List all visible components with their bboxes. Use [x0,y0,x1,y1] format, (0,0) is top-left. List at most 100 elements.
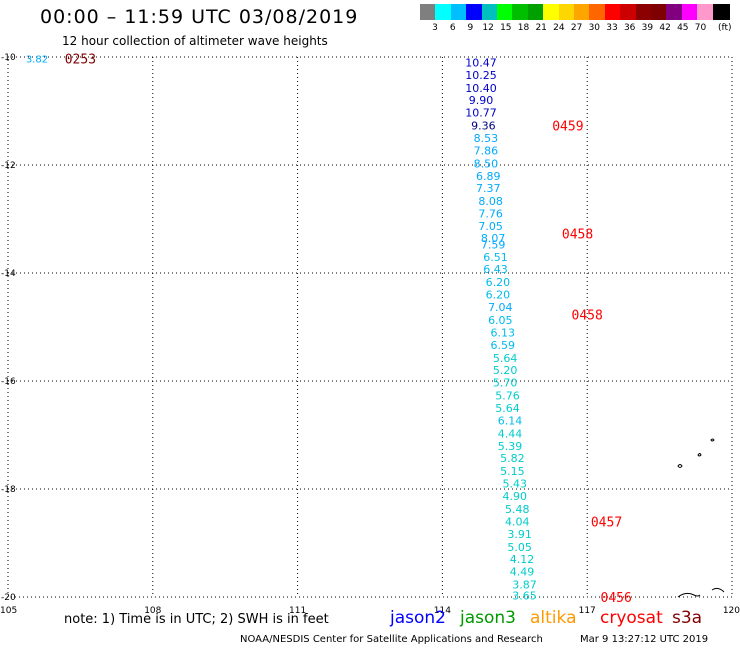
wave-height-value: 4.44 [498,427,523,440]
map-title: 00:00 – 11:59 UTC 03/08/2019 [40,6,359,28]
legend-swatch [666,4,684,20]
footer-note: note: 1) Time is in UTC; 2) SWH is in fe… [64,612,329,627]
wave-height-value: 8.53 [474,132,499,145]
legend-label: 12 [482,23,494,33]
lon-tick-label: 111 [289,606,306,616]
legend-label: 18 [517,23,530,33]
lon-tick-label: 105 [0,606,17,616]
credit-text: NOAA/NESDIS Center for Satellite Applica… [240,634,543,645]
wave-height-value: 7.59 [481,238,506,251]
map-grid [7,56,733,598]
coastline [677,438,725,598]
wave-height-value: 6.05 [488,314,513,327]
wave-height-value: 7.86 [474,144,499,157]
wave-height-value: 5.70 [493,377,518,390]
time-labels: 0253 0459 0458 0458 0457 0456 [65,53,632,606]
wave-height-value: 6.20 [486,276,511,289]
wave-height-value: 5.39 [498,440,523,453]
wave-height-value: 4.04 [505,515,530,528]
wave-height-value: 5.20 [493,364,518,377]
satellite-name: jason2 [390,608,446,628]
legend-swatch [527,4,545,20]
axis-labels: -10 -12 -14 -16 -18 -20 105 108 111 114 117 120 [0,53,740,616]
wave-height-value: 6.43 [483,263,508,276]
wave-height-value: 10.77 [465,107,497,120]
lat-tick-label: -14 [1,269,16,279]
generation-timestamp: Mar 9 13:27:12 UTC 2019 [580,634,709,645]
wave-height-value: 7.05 [478,220,503,233]
legend-label: 30 [588,23,601,33]
lon-tick-label: 117 [579,606,596,616]
legend-label: 6 [449,23,456,33]
satellite-name: cryosat [600,608,663,628]
wave-height-value: 5.05 [507,541,532,554]
legend-swatch [635,4,653,20]
lat-tick-label: -16 [1,377,16,387]
wave-height-value: 6.20 [486,289,511,302]
legend-label: 15 [500,23,512,33]
wave-height-value: 8.08 [478,195,503,208]
wave-height-value: 10.25 [465,69,497,82]
lat-tick-label: -10 [1,53,16,63]
wave-height-value: 5.64 [493,352,518,365]
legend-label: 9 [467,23,474,33]
map-subtitle: 12 hour collection of altimeter wave hei… [62,34,328,48]
wave-height-value: 5.43 [503,478,528,491]
wave-height-value: 10.47 [465,56,497,69]
legend-swatch [604,4,622,20]
lon-tick-label: 108 [144,606,161,616]
legend-label: 24 [553,23,565,33]
wave-height-value: 3.65 [512,589,537,602]
legend-swatch [712,4,730,20]
wave-height-value: 3.91 [507,528,532,541]
wave-height-value: 9.36 [471,120,496,133]
pass-time-label: 0457 [591,515,622,530]
legend-swatch [574,4,591,20]
legend-swatch [497,4,514,20]
legend-label: 42 [659,23,671,33]
wave-height-value: 5.82 [500,452,525,465]
legend-swatch [681,4,699,20]
wave-height-value: 6.51 [483,251,508,264]
lon-tick-label: 120 [723,606,740,616]
wave-height-value: 5.15 [500,465,525,478]
wave-height-track: 10.4710.2510.409.9010.779.368.537.868.50… [26,55,537,603]
wave-height-value: 4.90 [503,490,528,503]
wave-height-value: 5.76 [495,390,520,403]
legend-label: 21 [535,23,547,33]
wave-height-value: 7.04 [488,301,513,314]
wave-height-value: 4.12 [510,553,535,566]
legend-swatch [450,4,468,20]
pass-time-label: 0456 [601,591,632,606]
legend-swatch [435,4,453,20]
wave-height-value: 6.59 [490,339,515,352]
lat-tick-label: -18 [1,485,16,495]
wave-height-value: 9.90 [469,94,494,107]
wave-height-value: 6.89 [476,170,501,183]
legend-swatch [481,4,499,20]
legend-label: 33 [606,23,618,33]
wave-height-value: 7.37 [476,182,501,195]
legend-label: 36 [623,23,636,33]
wave-height-value: 6.13 [490,326,515,339]
wave-height-value: 8.07 [481,232,506,245]
wave-height-value: 6.14 [498,414,523,427]
pass-time-label: 0458 [562,228,593,243]
legend-label: 45 [677,23,689,33]
legend-swatch [589,4,607,20]
legend-swatch [558,4,576,20]
lat-tick-label: -12 [1,161,16,171]
legend-swatch [697,4,715,20]
legend-swatch [620,4,638,20]
legend-swatch [651,4,668,20]
satellite-name: altika [530,608,577,628]
pass-time-label: 0253 [65,53,96,68]
legend-swatch [543,4,561,20]
satellite-name: jason3 [460,608,516,628]
legend-label: 70 [694,23,707,33]
wave-height-value: 7.76 [478,208,503,221]
map-frame [7,56,733,598]
legend-unit: (ft) [718,23,732,33]
legend-swatch [512,4,530,20]
